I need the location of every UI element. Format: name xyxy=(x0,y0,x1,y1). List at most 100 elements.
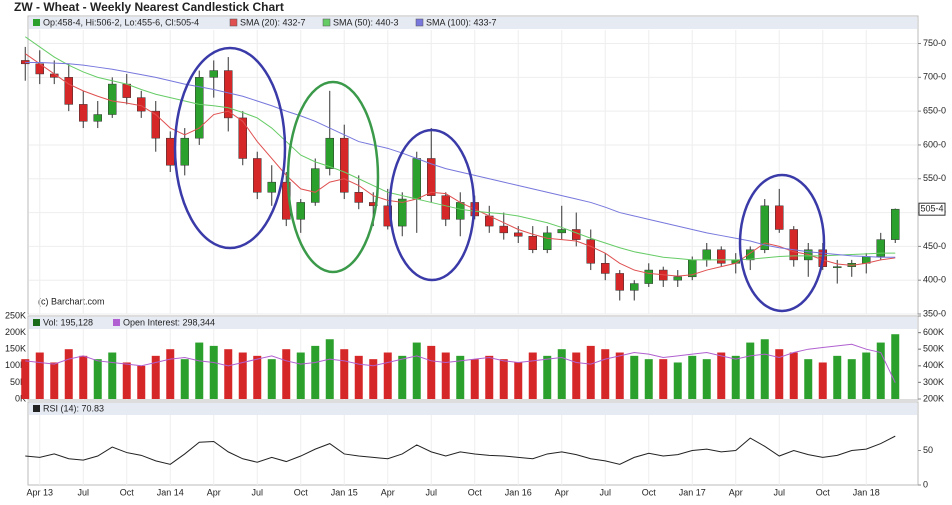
x-tick-label: Apr xyxy=(207,487,221,497)
volume-bar xyxy=(702,359,711,399)
volume-bar xyxy=(514,362,523,399)
volume-bar xyxy=(93,359,102,399)
volume-bar xyxy=(601,349,610,399)
chart-title: ZW - Wheat - Weekly Nearest Candlestick … xyxy=(14,0,284,14)
y-tick-label: 100K xyxy=(5,360,26,370)
volume-bar xyxy=(282,349,291,399)
y-tick-label: 400K xyxy=(923,360,944,370)
volume-bar xyxy=(412,342,421,399)
volume-bar xyxy=(151,355,160,399)
volume-bar xyxy=(586,345,595,399)
candle-body xyxy=(717,249,726,264)
x-tick-label: Oct xyxy=(468,487,483,497)
volume-bar xyxy=(891,334,900,399)
volume-bar xyxy=(572,352,581,399)
candle-body xyxy=(398,198,407,227)
candle-body xyxy=(427,158,436,196)
candle-body xyxy=(572,229,581,240)
volume-bar xyxy=(369,359,378,399)
volume-bar xyxy=(238,352,247,399)
y-tick-label: 550-0 xyxy=(923,173,946,183)
legend-text: Op:458-4, Hi:506-2, Lo:455-6, Cl:505-4 xyxy=(43,17,199,27)
volume-bar xyxy=(325,339,334,399)
volume-bar xyxy=(833,355,842,399)
candle-body xyxy=(383,205,392,227)
candle-body xyxy=(630,283,639,291)
volume-bar xyxy=(35,352,44,399)
x-tick-label: Apr 13 xyxy=(26,487,53,497)
volume-bar xyxy=(108,352,117,399)
volume-bar xyxy=(21,359,30,399)
candle-body xyxy=(441,195,450,220)
volume-bar xyxy=(485,355,494,399)
volume-bar xyxy=(804,359,813,399)
x-tick-label: Apr xyxy=(729,487,743,497)
credit: (c) Barchart.com xyxy=(38,296,105,306)
x-tick-label: Jan 18 xyxy=(853,487,880,497)
volume-bar xyxy=(195,342,204,399)
x-tick-label: Oct xyxy=(294,487,309,497)
y-tick-label: 650-0 xyxy=(923,106,946,116)
volume-bar xyxy=(775,349,784,399)
volume-bar xyxy=(64,349,73,399)
y-tick-label: 300K xyxy=(923,377,944,387)
x-tick-label: Apr xyxy=(555,487,569,497)
candle-body xyxy=(64,77,73,105)
y-tick-label: 250K xyxy=(5,310,26,320)
y-tick-label: 150K xyxy=(5,344,26,354)
candle-body xyxy=(789,229,798,261)
volume-bar xyxy=(528,352,537,399)
candle-body xyxy=(514,232,523,237)
x-tick-label: Oct xyxy=(120,487,135,497)
candle-body xyxy=(122,83,131,98)
candle-body xyxy=(180,137,189,166)
legend-swatch xyxy=(322,18,331,27)
legend-swatch xyxy=(113,319,120,326)
candle-body xyxy=(601,263,610,274)
volume-bar xyxy=(441,352,450,399)
annotation-ellipse xyxy=(286,80,380,274)
candle-body xyxy=(354,192,363,203)
volume-bar xyxy=(543,355,552,399)
x-tick-label: Jul xyxy=(773,487,785,497)
x-tick-label: Apr xyxy=(381,487,395,497)
y-tick-label: 0K xyxy=(15,393,26,403)
x-tick-label: Oct xyxy=(816,487,831,497)
volume-bar xyxy=(644,359,653,399)
annotation-ellipse xyxy=(738,173,826,313)
volume-bar xyxy=(354,355,363,399)
y-tick-label: 50 xyxy=(923,445,933,455)
candle-body xyxy=(891,208,900,240)
y-tick-label: 200K xyxy=(5,327,26,337)
x-tick-label: Jul xyxy=(251,487,263,497)
y-tick-label: 600-0 xyxy=(923,139,946,149)
y-tick-label: 750-0 xyxy=(923,38,946,48)
candle-body xyxy=(209,70,218,78)
candle-body xyxy=(151,110,160,139)
volume-bar xyxy=(470,359,479,399)
volume-bar xyxy=(760,339,769,399)
volume-bar xyxy=(122,362,131,399)
y-tick-label: 600K xyxy=(923,327,944,337)
volume-bar xyxy=(224,349,233,399)
volume-bar xyxy=(688,355,697,399)
legend-text: RSI (14): 70.83 xyxy=(43,403,104,413)
candle-body xyxy=(775,205,784,230)
candle-body xyxy=(412,158,421,200)
open-interest-line xyxy=(25,343,896,383)
volume-bar xyxy=(79,355,88,399)
candle-body xyxy=(876,239,885,257)
legend-text: SMA (100): 433-7 xyxy=(426,17,497,27)
candle-body xyxy=(746,249,755,261)
legend-swatch xyxy=(33,19,40,26)
y-tick-label: 350-0 xyxy=(923,308,946,318)
y-tick-label: 500K xyxy=(923,344,944,354)
volume-bar xyxy=(557,349,566,399)
sma-line xyxy=(25,61,896,258)
volume-bar xyxy=(427,345,436,399)
candle-body xyxy=(340,137,349,193)
price-panel xyxy=(27,15,919,315)
x-tick-label: Jul xyxy=(599,487,611,497)
x-tick-label: Jul xyxy=(425,487,437,497)
legend-strip xyxy=(29,403,917,415)
